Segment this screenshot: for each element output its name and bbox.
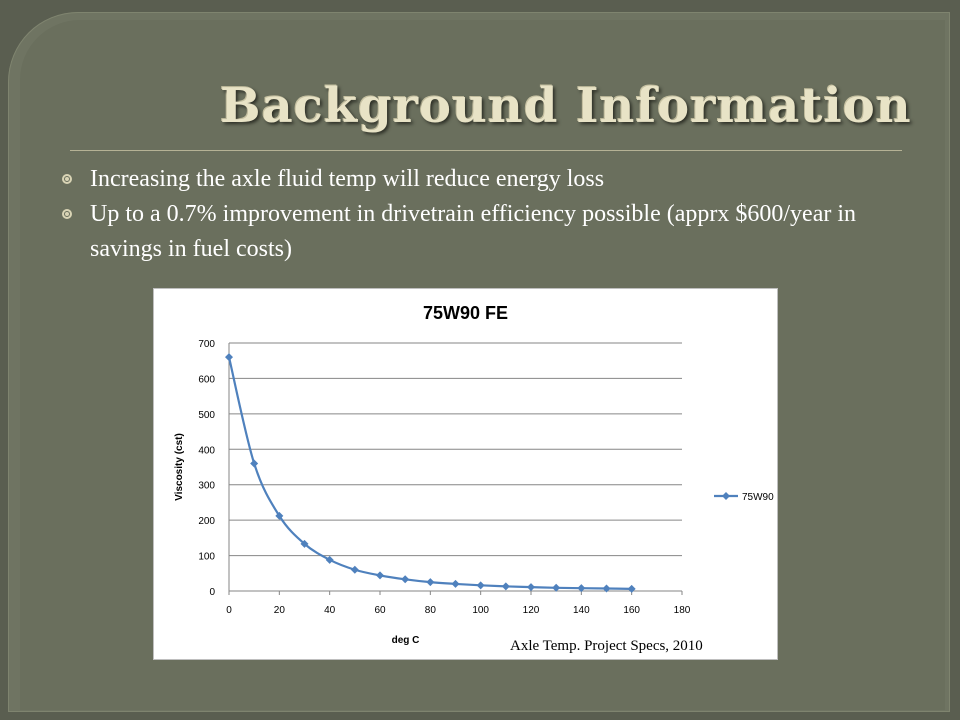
y-tick-label: 700 xyxy=(198,339,215,350)
y-tick-label: 500 xyxy=(198,410,215,421)
data-point-marker xyxy=(451,579,460,588)
data-point-marker xyxy=(401,575,410,584)
slide-title: Background Information xyxy=(220,78,912,134)
x-tick-label: 80 xyxy=(425,605,437,616)
data-point-marker xyxy=(325,555,334,564)
bullet-icon xyxy=(62,209,72,219)
bullet-icon xyxy=(62,174,72,184)
legend-marker-icon xyxy=(722,492,730,500)
x-tick-label: 100 xyxy=(472,605,489,616)
data-point-marker xyxy=(577,584,586,593)
title-divider xyxy=(70,150,902,151)
x-tick-label: 60 xyxy=(374,605,386,616)
x-tick-label: 20 xyxy=(274,605,286,616)
x-tick-label: 120 xyxy=(523,605,540,616)
data-point-marker xyxy=(225,353,233,362)
data-point-marker xyxy=(527,583,535,592)
data-point-marker xyxy=(250,459,259,468)
y-tick-label: 0 xyxy=(209,587,215,598)
chart-container: 75W90 FE 0 100 200 300 400 500 600 700 0 20 40 60 80 1… xyxy=(153,288,778,660)
data-point-marker xyxy=(552,583,561,592)
series-line xyxy=(227,356,632,590)
x-tick-label: 140 xyxy=(573,605,590,616)
bullet-item: Increasing the axle fluid temp will redu… xyxy=(62,162,922,197)
data-point-marker xyxy=(426,578,435,587)
x-tick-label: 160 xyxy=(623,605,640,616)
y-tick-label: 600 xyxy=(198,374,215,385)
bullet-text: Up to a 0.7% improvement in drivetrain e… xyxy=(90,201,857,262)
data-point-marker xyxy=(275,511,284,520)
y-tick-label: 400 xyxy=(198,445,215,456)
citation-text: Axle Temp. Project Specs, 2010 xyxy=(510,638,703,654)
bullet-item: Up to a 0.7% improvement in drivetrain e… xyxy=(62,197,922,267)
x-axis-label: deg C xyxy=(392,635,420,646)
data-point-marker xyxy=(350,565,359,574)
data-point-marker xyxy=(627,584,636,593)
bullet-list: Increasing the axle fluid temp will redu… xyxy=(62,162,922,267)
y-tick-label: 200 xyxy=(198,516,215,527)
viscosity-chart: 75W90 FE 0 100 200 300 400 500 600 700 0 20 40 60 80 1… xyxy=(174,303,777,646)
data-point-marker xyxy=(376,571,384,580)
x-tick-label: 0 xyxy=(226,605,232,616)
x-tick-label: 40 xyxy=(324,605,336,616)
data-point-marker xyxy=(476,581,485,590)
bullet-text: Increasing the axle fluid temp will redu… xyxy=(90,166,605,192)
legend-label: 75W90 FE xyxy=(742,492,777,503)
chart-title: 75W90 FE xyxy=(423,303,508,323)
y-tick-label: 100 xyxy=(198,552,215,563)
x-tick-label: 180 xyxy=(674,605,691,616)
data-point-marker xyxy=(602,584,611,593)
data-point-marker xyxy=(501,582,510,591)
y-axis-label: Viscosity (cst) xyxy=(174,433,185,501)
y-tick-label: 300 xyxy=(198,481,215,492)
data-point-marker xyxy=(300,539,309,548)
